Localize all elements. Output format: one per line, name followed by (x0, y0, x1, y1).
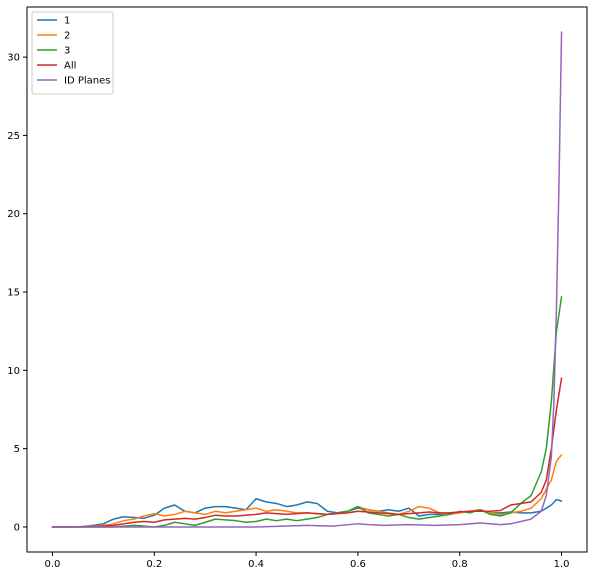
y-tick-label: 0 (14, 522, 20, 533)
x-tick-label: 0.8 (452, 559, 468, 570)
x-tick-label: 0.6 (350, 559, 366, 570)
legend-label: 2 (64, 31, 70, 42)
y-tick-label: 15 (7, 288, 20, 299)
legend: 1 2 3 All ID Planes (31, 11, 114, 95)
y-tick-label: 5 (14, 444, 20, 455)
legend-label: ID Planes (64, 76, 110, 87)
legend-label: 3 (64, 46, 70, 57)
plot-frame (26, 6, 588, 553)
x-tick-label: 1.0 (554, 559, 570, 570)
legend-label: All (64, 61, 76, 72)
x-tick-label: 0.4 (248, 559, 264, 570)
x-tick-label: 0.2 (146, 559, 162, 570)
series-layer (51, 31, 563, 528)
series-line-5 (51, 31, 563, 528)
legend-label: 1 (64, 16, 70, 27)
x-axis: 0.0 0.2 0.4 0.6 0.8 1.0 (45, 552, 570, 570)
series-line-2 (51, 454, 563, 528)
series-line-4 (51, 377, 563, 528)
y-tick-label: 25 (7, 131, 20, 142)
y-axis: 0 5 10 15 20 25 30 (7, 53, 27, 533)
y-tick-label: 30 (7, 53, 20, 64)
x-tick-label: 0.0 (45, 559, 61, 570)
series-line-3 (51, 295, 563, 528)
legend-box (31, 11, 114, 95)
y-tick-label: 20 (7, 209, 20, 220)
y-tick-label: 10 (7, 366, 20, 377)
